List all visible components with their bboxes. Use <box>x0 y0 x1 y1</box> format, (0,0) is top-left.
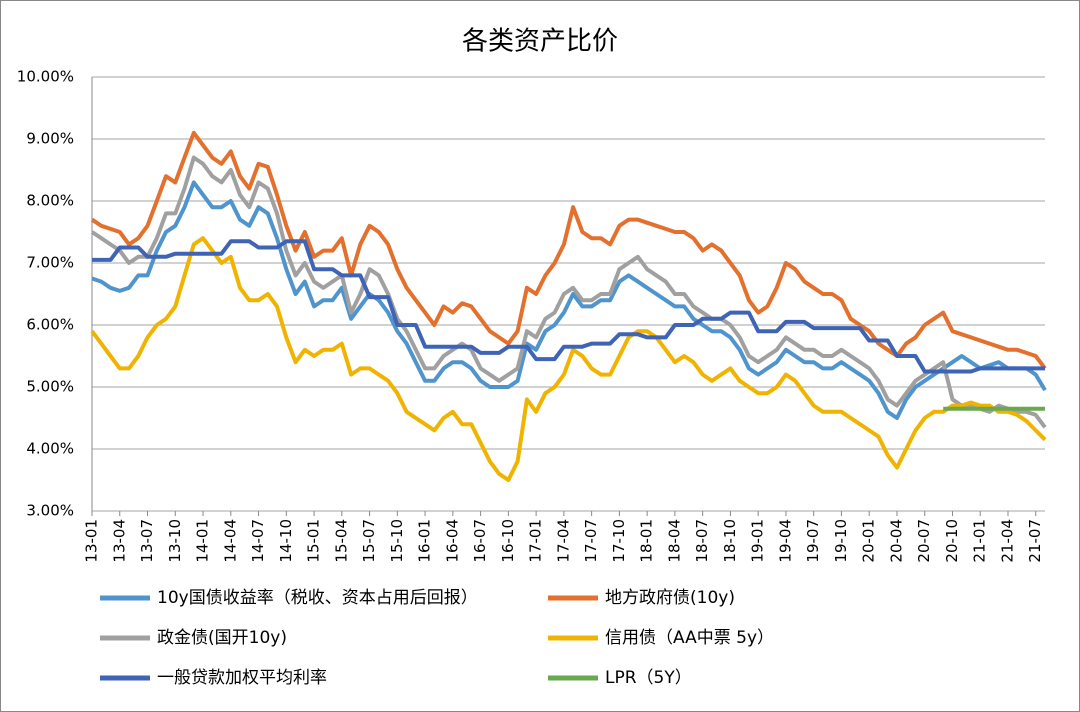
series-line <box>91 180 1047 420</box>
x-tick-label: 14-04 <box>221 519 239 563</box>
series-line <box>90 155 1047 429</box>
x-tick-label: 20-07 <box>915 519 933 563</box>
x-tick-label: 15-04 <box>332 519 350 563</box>
x-tick-label: 18-04 <box>665 519 683 563</box>
x-tick-label: 20-10 <box>943 519 961 563</box>
series-line <box>90 130 1047 370</box>
x-tick-label: 13-10 <box>166 519 184 563</box>
series-line <box>90 236 1047 482</box>
legend-label: 政金债(国开10y) <box>157 628 287 648</box>
y-tick-label: 5.00% <box>26 378 74 396</box>
legend-label: 一般贷款加权平均利率 <box>157 668 327 688</box>
legend-label: 地方政府债(10y) <box>605 588 735 608</box>
y-tick-label: 4.00% <box>26 440 74 458</box>
x-tick-label: 13-01 <box>83 519 101 563</box>
x-tick-label: 19-07 <box>804 519 822 563</box>
x-tick-label: 17-04 <box>554 519 572 563</box>
x-tick-label: 18-01 <box>638 519 656 563</box>
series-line <box>92 239 1045 374</box>
y-tick-label: 9.00% <box>26 130 74 148</box>
x-tick-label: 20-01 <box>860 519 878 563</box>
x-tick-label: 21-01 <box>971 519 989 563</box>
x-tick-label: 16-04 <box>443 519 461 563</box>
x-tick-label: 19-04 <box>776 519 794 563</box>
x-tick-label: 17-07 <box>582 519 600 563</box>
x-tick-label: 14-10 <box>277 519 295 563</box>
legend-label: LPR（5Y） <box>605 668 692 688</box>
chart-title: 各类资产比价 <box>462 27 618 57</box>
x-tick-label: 14-01 <box>194 519 212 563</box>
x-tick-label: 21-07 <box>1026 519 1044 563</box>
x-tick-label: 19-10 <box>832 519 850 563</box>
x-tick-label: 16-01 <box>416 519 434 563</box>
x-tick-label: 21-04 <box>998 519 1016 563</box>
x-tick-label: 20-04 <box>887 519 905 563</box>
y-tick-label: 8.00% <box>26 192 74 210</box>
x-tick-label: 15-10 <box>388 519 406 563</box>
legend-label: 信用债（AA中票 5y） <box>605 628 774 648</box>
x-tick-label: 17-10 <box>610 519 628 563</box>
y-tick-label: 6.00% <box>26 316 74 334</box>
x-tick-label: 16-10 <box>499 519 517 563</box>
y-tick-label: 3.00% <box>26 502 74 520</box>
x-tick-label: 15-07 <box>360 519 378 563</box>
legend-label: 10y国债收益率（税收、资本占用后回报） <box>157 588 478 608</box>
x-tick-label: 13-07 <box>138 519 156 563</box>
x-tick-label: 13-04 <box>110 519 128 563</box>
x-tick-label: 18-10 <box>721 519 739 563</box>
y-tick-label: 7.00% <box>26 254 74 272</box>
y-tick-label: 10.00% <box>17 68 74 86</box>
x-tick-label: 16-07 <box>471 519 489 563</box>
x-tick-label: 19-01 <box>749 519 767 563</box>
x-tick-label: 14-07 <box>249 519 267 563</box>
x-tick-label: 15-01 <box>305 519 323 563</box>
x-tick-label: 17-01 <box>527 519 545 563</box>
x-tick-label: 18-07 <box>693 519 711 563</box>
